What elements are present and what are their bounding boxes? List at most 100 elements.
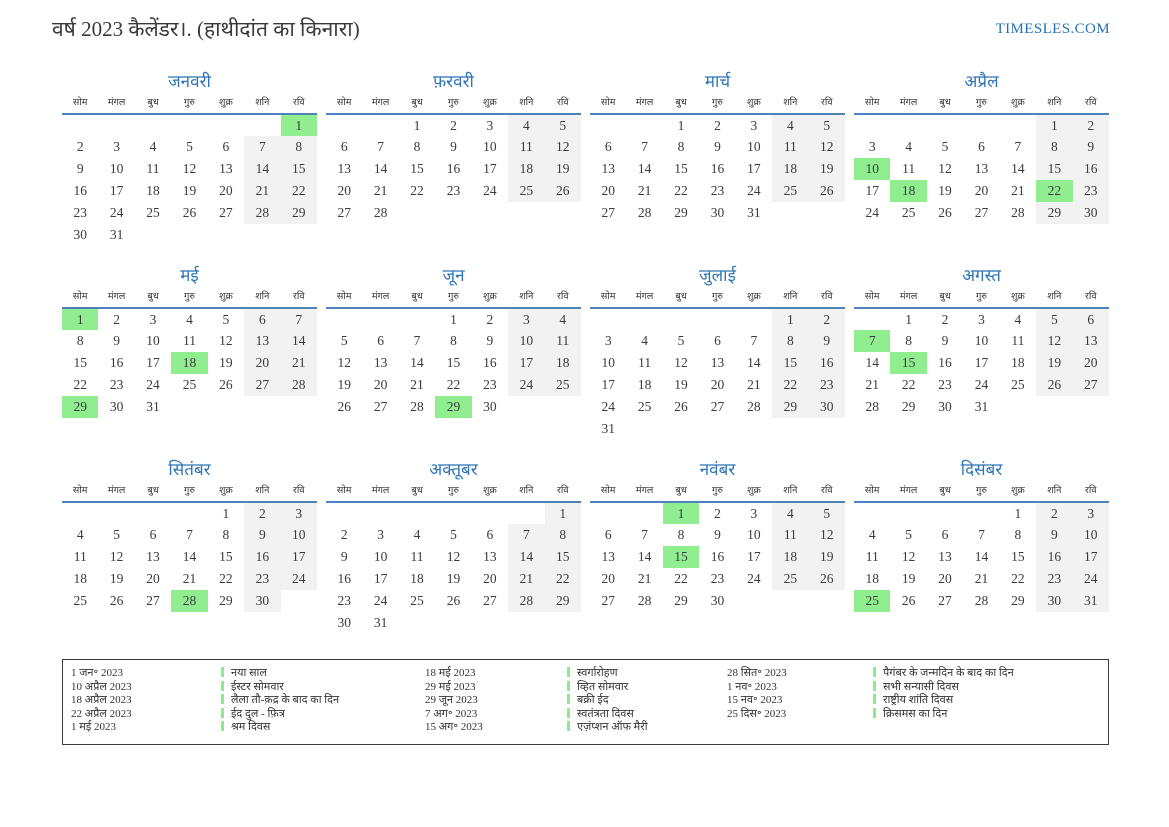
legend-item: एज़ंप्शन ऑफ मैरी	[567, 721, 727, 735]
date-cell: 13	[373, 355, 388, 370]
date-cell: 17	[601, 377, 615, 392]
date-cell: 19	[808, 546, 845, 568]
date-cell: 14	[637, 161, 652, 176]
date-cell: 25	[772, 568, 809, 590]
date-cell: 24	[974, 377, 989, 392]
date-cell: 31	[373, 615, 388, 630]
day-header: शनि	[508, 95, 545, 115]
date-cell: 25	[146, 205, 160, 220]
date-cell: 27	[1072, 374, 1109, 396]
date-cell: 5	[808, 114, 845, 136]
empty-cell	[508, 502, 544, 524]
date-cell: 29	[674, 593, 688, 608]
date-cell: 15	[446, 355, 461, 370]
holiday-marker-icon	[221, 680, 224, 691]
day-header: शुक्र	[207, 289, 245, 309]
date-cell: 13	[601, 549, 615, 564]
date-cell: 12	[808, 136, 845, 158]
date-cell: 22	[1036, 180, 1073, 202]
legend-holiday-name: व्हित सोमवार	[577, 680, 629, 693]
date-cell: 4	[641, 333, 648, 348]
date-cell: 26	[109, 593, 124, 608]
date-cell: 18	[146, 183, 160, 198]
date-cell: 7	[377, 139, 384, 154]
date-cell: 22	[1011, 571, 1025, 586]
date-cell: 17	[1072, 546, 1109, 568]
date-cell: 6	[340, 139, 348, 154]
day-header: गुरु	[171, 95, 208, 115]
empty-cell	[362, 114, 398, 136]
date-cell: 11	[410, 549, 424, 564]
date-cell: 18	[410, 571, 424, 586]
date-cell: 22	[544, 568, 581, 590]
month-table: सोम मंगल बुध गुरु शुक्र शनि रवि 1 2 3 4 5 6 7 8 9 10 11 12…	[62, 483, 317, 612]
date-cell: 16	[73, 183, 87, 198]
month-table: सोम मंगल बुध गुरु शुक्र शनि रवि 1 2 3 4 5 6 7 8 9 10 11 12…	[854, 483, 1109, 612]
date-cell: 4	[76, 527, 84, 542]
empty-cell	[927, 114, 963, 136]
page-title: वर्ष 2023 कैलेंडर।. (हाथीदांत का किनारा)	[52, 17, 360, 41]
empty-cell	[736, 418, 772, 440]
date-cell: 22	[901, 377, 916, 392]
date-cell: 17	[483, 161, 497, 176]
date-cell: 6	[714, 333, 721, 348]
empty-cell	[208, 224, 244, 246]
date-cell: 19	[337, 377, 351, 392]
legend-item: पैगंबर के जन्मदिन के बाद का दिन	[873, 667, 1100, 681]
month-title: जनवरी	[168, 72, 211, 91]
empty-cell	[890, 114, 926, 136]
date-cell: 4	[1014, 311, 1022, 327]
date-cell: 24	[747, 571, 761, 586]
date-cell: 5	[450, 527, 457, 542]
date-cell: 1	[62, 308, 99, 330]
empty-cell	[135, 224, 171, 246]
empty-cell	[472, 502, 508, 524]
date-cell: 12	[808, 524, 845, 546]
date-cell: 21	[280, 352, 317, 374]
date-cell: 14	[410, 355, 424, 370]
day-header: शुक्र	[471, 289, 509, 309]
date-cell: 29	[62, 396, 99, 418]
empty-cell	[435, 502, 471, 524]
date-cell: 11	[865, 549, 879, 564]
date-cell: 30	[1072, 202, 1109, 224]
date-cell: 13	[146, 549, 160, 564]
empty-cell	[1000, 114, 1036, 136]
date-cell: 21	[637, 571, 652, 586]
empty-cell	[927, 502, 963, 524]
legend-holiday-name: एज़ंप्शन ऑफ मैरी	[577, 721, 648, 734]
date-cell: 21	[747, 377, 761, 392]
date-cell: 15	[662, 546, 700, 568]
empty-cell	[590, 502, 626, 524]
month-10: अक्तूबर सोम मंगल बुध गुरु शुक्र शनि रवि 1 2 3 4 5 6 7 8…	[326, 457, 581, 651]
date-cell: 7	[244, 136, 281, 158]
holiday-marker-icon	[567, 707, 570, 718]
date-cell: 20	[337, 183, 351, 198]
date-cell: 12	[674, 355, 688, 370]
date-cell: 23	[73, 205, 87, 220]
day-header: शनि	[508, 483, 545, 503]
date-cell: 27	[974, 205, 989, 220]
month-8: अगस्त सोम मंगल बुध गुरु शुक्र शनि रवि 1 2 3 4 5 6 7 8 9 1…	[854, 263, 1109, 457]
date-cell: 12	[446, 549, 461, 564]
empty-cell	[854, 114, 890, 136]
date-cell: 8	[1014, 527, 1022, 542]
date-cell: 8	[222, 527, 230, 542]
date-cell: 27	[710, 399, 725, 414]
site-link[interactable]: TIMESLES.COM	[995, 21, 1110, 37]
date-cell: 21	[508, 568, 545, 590]
date-cell: 20	[601, 183, 615, 198]
month-table: सोम मंगल बुध गुरु शुक्र शनि रवि 1 2 3 4 5 6 7 8 9 10 11 12…	[62, 95, 317, 246]
date-cell: 23	[710, 571, 725, 586]
date-cell: 23	[808, 374, 845, 396]
day-header: गुरु	[171, 289, 208, 309]
date-cell: 23	[1036, 568, 1073, 590]
date-cell: 25	[410, 593, 424, 608]
legend-date: 29 मई 2023	[425, 680, 476, 693]
date-cell: 22	[219, 571, 233, 586]
day-header: सोम	[854, 289, 891, 309]
day-header: मंगल	[362, 483, 399, 503]
date-cell: 4	[905, 139, 912, 154]
month-5: मई सोम मंगल बुध गुरु शुक्र शनि रवि 1 2 3 4 5 6 7 8 9 10 11…	[62, 263, 317, 457]
month-table: सोम मंगल बुध गुरु शुक्र शनि रवि 1 2 3 4 5 6 7 8 9 10 11 12…	[590, 483, 845, 612]
